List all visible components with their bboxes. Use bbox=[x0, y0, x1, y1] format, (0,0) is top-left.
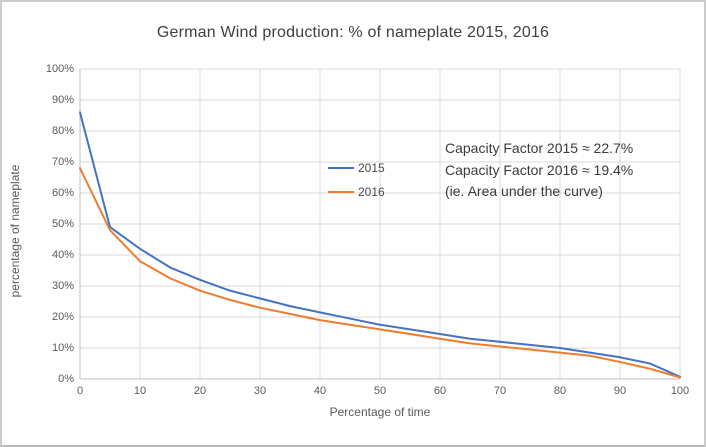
annotation-line-3: (ie. Area under the curve) bbox=[445, 183, 603, 199]
x-tick-label: 50 bbox=[373, 385, 387, 397]
y-tick-label: 100% bbox=[45, 63, 74, 75]
legend-item-2015: 2015 bbox=[328, 156, 385, 180]
legend-swatch-2015 bbox=[328, 167, 354, 169]
y-tick-label: 90% bbox=[51, 94, 74, 106]
y-tick-label: 0% bbox=[58, 373, 74, 385]
chart-title: German Wind production: % of nameplate 2… bbox=[156, 24, 550, 41]
x-tick-label: 60 bbox=[433, 385, 447, 397]
x-tick-label: 70 bbox=[493, 385, 507, 397]
x-tick-label: 80 bbox=[553, 385, 567, 397]
y-axis-title: percentage of nameplate bbox=[8, 164, 22, 298]
y-tick-label: 20% bbox=[51, 311, 74, 323]
x-tick-label: 100 bbox=[670, 385, 690, 397]
y-tick-label: 10% bbox=[51, 342, 74, 354]
x-tick-label: 40 bbox=[313, 385, 327, 397]
y-tick-label: 30% bbox=[51, 280, 74, 292]
legend-label-2015: 2015 bbox=[358, 161, 385, 175]
x-tick-label: 10 bbox=[133, 385, 147, 397]
legend-item-2016: 2016 bbox=[328, 180, 385, 204]
annotation-line-2: Capacity Factor 2016 ≈ 19.4% bbox=[445, 161, 634, 178]
legend-swatch-2016 bbox=[328, 191, 354, 193]
series-line-2016 bbox=[79, 167, 681, 379]
x-tick-label: 0 bbox=[76, 385, 84, 397]
annotation-capacity-factors: Capacity Factor 2015 ≈ 22.7% Capacity Fa… bbox=[445, 138, 633, 203]
x-tick-label: 90 bbox=[613, 385, 627, 397]
y-tick-label: 50% bbox=[51, 218, 74, 230]
x-axis-title: Percentage of time bbox=[329, 405, 431, 419]
legend: 2015 2016 bbox=[328, 156, 385, 204]
x-tick-label: 30 bbox=[253, 385, 267, 397]
legend-label-2016: 2016 bbox=[358, 185, 385, 199]
series-line-2015 bbox=[79, 111, 681, 378]
y-tick-label: 40% bbox=[51, 249, 74, 261]
x-tick-label: 20 bbox=[193, 385, 207, 397]
annotation-line-1: Capacity Factor 2015 ≈ 22.7% bbox=[445, 140, 634, 156]
y-tick-label: 60% bbox=[51, 187, 74, 199]
y-tick-label: 70% bbox=[51, 156, 74, 168]
y-tick-label: 80% bbox=[51, 125, 74, 137]
